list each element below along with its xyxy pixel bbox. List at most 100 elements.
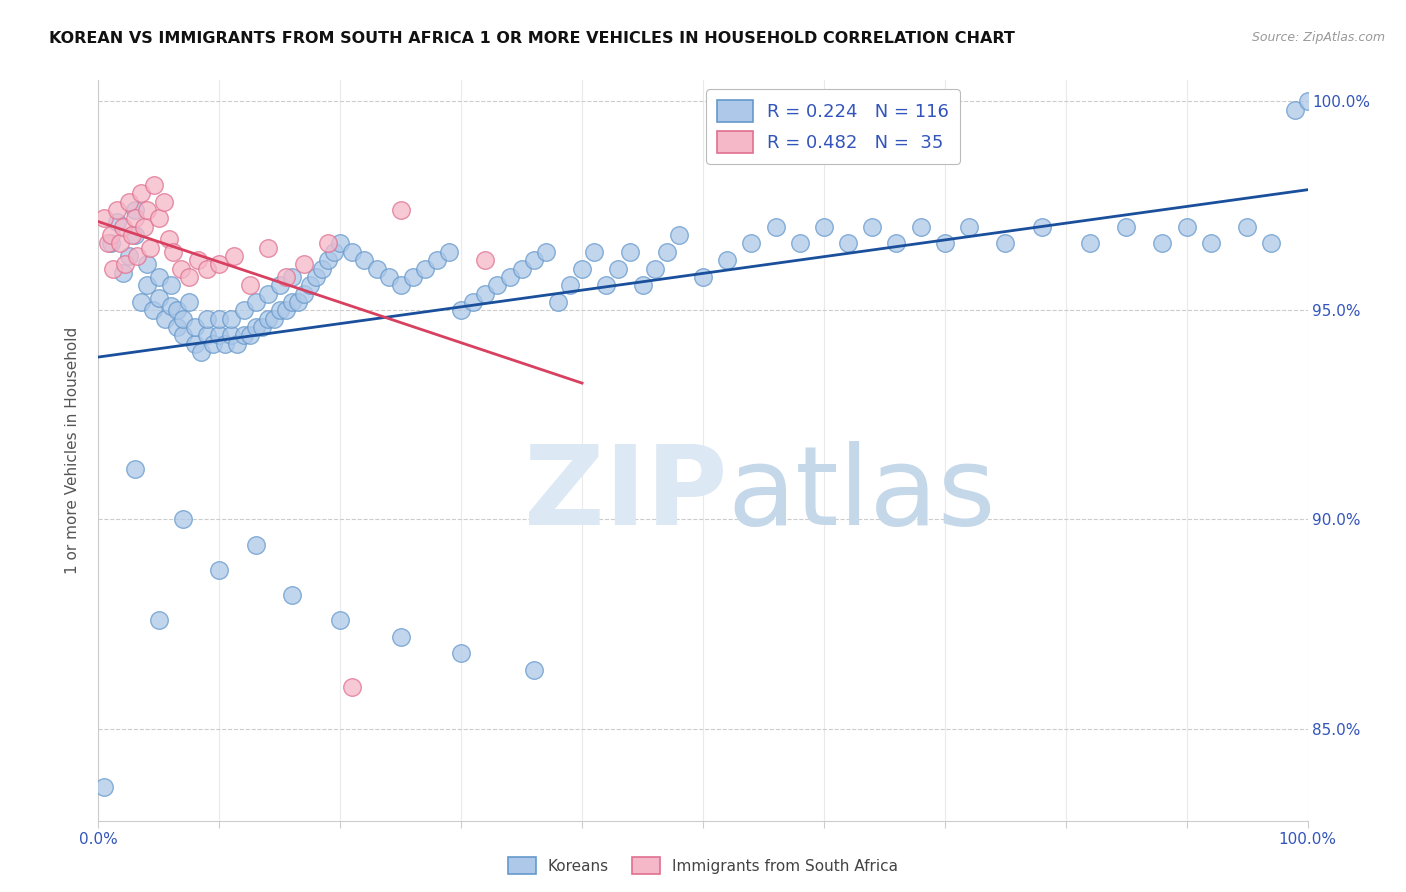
Point <box>595 278 617 293</box>
Point <box>118 249 141 263</box>
Point <box>1031 219 1053 234</box>
Point <box>129 295 152 310</box>
Point <box>450 646 472 660</box>
Point <box>389 278 412 293</box>
Point <box>226 336 249 351</box>
Point <box>329 613 352 627</box>
Point <box>716 253 738 268</box>
Point <box>994 236 1017 251</box>
Point <box>311 261 333 276</box>
Point <box>668 228 690 243</box>
Point <box>172 328 194 343</box>
Y-axis label: 1 or more Vehicles in Household: 1 or more Vehicles in Household <box>65 326 80 574</box>
Point <box>179 295 201 310</box>
Point <box>124 211 146 226</box>
Point <box>111 219 134 234</box>
Point <box>160 278 183 293</box>
Point <box>486 278 509 293</box>
Point <box>108 236 131 251</box>
Point <box>157 232 180 246</box>
Point <box>413 261 436 276</box>
Point <box>1152 236 1174 251</box>
Point <box>316 236 339 251</box>
Point <box>910 219 932 234</box>
Point <box>269 278 291 293</box>
Point <box>208 563 231 577</box>
Point <box>148 211 170 226</box>
Point <box>232 303 254 318</box>
Point <box>323 244 346 259</box>
Point <box>644 261 666 276</box>
Point <box>121 228 143 243</box>
Point <box>148 291 170 305</box>
Point <box>523 663 546 677</box>
Point <box>134 219 156 234</box>
Point <box>377 269 399 284</box>
Point <box>957 219 980 234</box>
Point <box>813 219 835 234</box>
Point <box>463 295 485 310</box>
Point <box>287 295 309 310</box>
Point <box>166 320 188 334</box>
Point <box>631 278 654 293</box>
Text: KOREAN VS IMMIGRANTS FROM SOUTH AFRICA 1 OR MORE VEHICLES IN HOUSEHOLD CORRELATI: KOREAN VS IMMIGRANTS FROM SOUTH AFRICA 1… <box>49 31 1015 46</box>
Point <box>353 253 375 268</box>
Point <box>135 202 157 217</box>
Point <box>245 538 267 552</box>
Point <box>184 320 207 334</box>
Point <box>692 269 714 284</box>
Point <box>281 588 304 602</box>
Point <box>299 278 322 293</box>
Point <box>934 236 956 251</box>
Point <box>274 303 297 318</box>
Point <box>437 244 460 259</box>
Point <box>426 253 449 268</box>
Point <box>366 261 388 276</box>
Point <box>105 202 128 217</box>
Point <box>124 202 146 217</box>
Point <box>166 303 188 318</box>
Point <box>1115 219 1137 234</box>
Point <box>1260 236 1282 251</box>
Point <box>142 303 165 318</box>
Point <box>239 278 262 293</box>
Point <box>129 186 152 201</box>
Point <box>143 178 166 192</box>
Point <box>139 241 162 255</box>
Point <box>860 219 883 234</box>
Point <box>245 320 267 334</box>
Point <box>523 253 546 268</box>
Point <box>100 228 122 243</box>
Point <box>100 236 122 251</box>
Point <box>547 295 569 310</box>
Point <box>474 253 496 268</box>
Point <box>256 311 278 326</box>
Point <box>305 269 328 284</box>
Point <box>316 253 339 268</box>
Point <box>124 228 146 243</box>
Point <box>221 328 243 343</box>
Point <box>245 295 267 310</box>
Point <box>162 244 184 259</box>
Point <box>169 261 191 276</box>
Point <box>402 269 425 284</box>
Point <box>1199 236 1222 251</box>
Point <box>111 266 134 280</box>
Point <box>389 202 412 217</box>
Point <box>105 215 128 229</box>
Point <box>256 286 278 301</box>
Point <box>292 257 315 271</box>
Text: atlas: atlas <box>727 442 995 549</box>
Point <box>1296 94 1319 108</box>
Point <box>1078 236 1101 251</box>
Point <box>269 303 291 318</box>
Point <box>281 269 304 284</box>
Point <box>208 328 231 343</box>
Point <box>195 261 218 276</box>
Point <box>655 244 678 259</box>
Point <box>153 311 176 326</box>
Point <box>886 236 908 251</box>
Point <box>510 261 533 276</box>
Point <box>558 278 581 293</box>
Point <box>1236 219 1258 234</box>
